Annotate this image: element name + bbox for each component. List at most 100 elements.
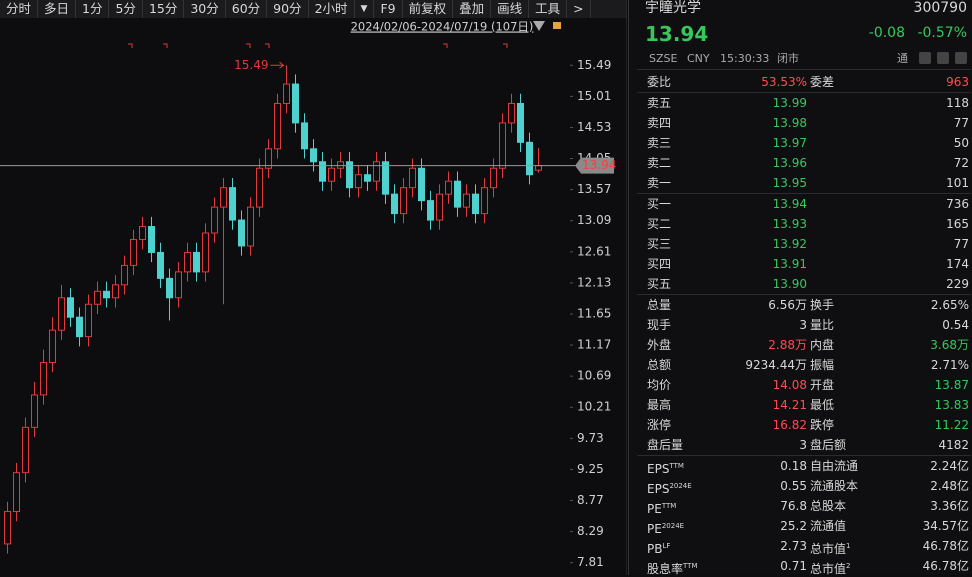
candle-body xyxy=(112,284,119,299)
candle-body xyxy=(427,200,434,221)
candle-body xyxy=(508,102,515,124)
fund-value: 0.18 xyxy=(780,459,807,473)
quote-currency: CNY xyxy=(687,52,710,65)
icon-button[interactable] xyxy=(955,52,967,64)
toolbar-button[interactable]: 工具 xyxy=(529,0,568,18)
candle-body xyxy=(346,161,353,189)
y-tick-label: 9.25 xyxy=(577,462,604,476)
stat-label: 换手 xyxy=(810,298,835,312)
toolbar-button[interactable]: 5分 xyxy=(109,0,143,18)
toolbar: 分时 多日 1分 5分 15分 30分 60分 90分 2小时 ▼ F9 前复权 叠加 画线 工具 > xyxy=(0,0,627,18)
y-tick-label: 14.53 xyxy=(577,120,611,134)
candle-body xyxy=(472,193,479,215)
toolbar-button[interactable]: 多日 xyxy=(38,0,77,18)
stat-value: 14.21 xyxy=(772,398,807,412)
candle-body xyxy=(265,148,272,169)
candle-body xyxy=(436,193,443,221)
date-range[interactable]: 2024/02/06-2024/07/19 (107日) xyxy=(351,20,534,34)
lock-icon[interactable] xyxy=(553,22,561,29)
stat-value: 16.82 xyxy=(772,418,807,432)
stat-value: 4182 xyxy=(938,438,969,452)
candle-body xyxy=(148,226,155,253)
fund-value: 25.2 xyxy=(780,519,807,533)
candle-body xyxy=(364,174,371,182)
price: 13.94 xyxy=(645,22,709,46)
fund-label: PE2024E xyxy=(647,522,685,536)
book-volume: 174 xyxy=(946,257,969,271)
candle-body xyxy=(499,122,506,169)
icon-button[interactable] xyxy=(919,52,931,64)
y-tick-label: 7.81 xyxy=(577,555,604,569)
quote-time: 15:30:33 xyxy=(720,52,770,65)
candle-body xyxy=(301,122,308,150)
toolbar-button[interactable]: F9 xyxy=(374,0,403,18)
stat-value: 11.22 xyxy=(934,418,969,432)
toolbar-button[interactable]: 2小时 xyxy=(309,0,355,18)
fund-label: 总市值1 xyxy=(810,542,851,556)
separator xyxy=(637,294,971,295)
stat-label: 量比 xyxy=(810,318,835,332)
toolbar-button[interactable]: 分时 xyxy=(0,0,39,18)
candle-body xyxy=(49,329,56,364)
superscript: 2 xyxy=(846,562,851,570)
fund-label: EPS2024E xyxy=(647,482,692,496)
book-price: 13.93 xyxy=(772,217,807,231)
superscript: 2024E xyxy=(661,522,685,530)
candle-body xyxy=(166,277,173,299)
stock-code: 300790 xyxy=(913,0,967,16)
stat-label: 总量 xyxy=(647,298,672,312)
toolbar-button[interactable]: 叠加 xyxy=(453,0,492,18)
candle-body xyxy=(481,187,488,215)
fund-value: 2.48亿 xyxy=(930,479,969,493)
toolbar-button[interactable]: > xyxy=(567,0,591,18)
book-label: 买三 xyxy=(647,237,672,251)
candle-body xyxy=(184,251,191,273)
candle-body xyxy=(463,193,470,208)
stat-value: 14.08 xyxy=(772,378,807,392)
candle-body xyxy=(517,102,524,143)
toolbar-button[interactable]: 60分 xyxy=(226,0,268,18)
toolbar-button[interactable]: 15分 xyxy=(143,0,185,18)
superscript: 2024E xyxy=(669,482,692,490)
book-price: 13.96 xyxy=(772,156,807,170)
dropdown-icon[interactable] xyxy=(533,21,545,31)
tag: 通 xyxy=(897,52,908,65)
candle-body xyxy=(22,426,29,474)
toolbar-button[interactable]: 90分 xyxy=(267,0,309,18)
toolbar-button[interactable]: 前复权 xyxy=(403,0,454,18)
book-price: 13.99 xyxy=(772,96,807,110)
label: 委比 xyxy=(647,75,672,89)
y-tick-label: 12.13 xyxy=(577,275,611,289)
stat-label: 均价 xyxy=(647,378,672,392)
separator xyxy=(637,92,971,93)
candle-body xyxy=(175,271,182,299)
y-tick-label: 9.73 xyxy=(577,431,604,445)
quote-panel: 宇瞳光学 300790 13.94 -0.08 -0.57% SZSE CNY 15:30:3… xyxy=(628,0,972,576)
book-price: 13.95 xyxy=(772,176,807,190)
fund-value: 76.8 xyxy=(780,499,807,513)
candle-body xyxy=(355,174,362,189)
toolbar-button[interactable]: 1分 xyxy=(76,0,110,18)
quote-exchange: SZSE xyxy=(649,52,678,65)
fund-label: EPSTTM xyxy=(647,462,684,476)
fund-label: 自由流通 xyxy=(810,459,859,473)
toolbar-button[interactable]: 30分 xyxy=(184,0,226,18)
icon-button[interactable] xyxy=(937,52,949,64)
candle-body xyxy=(103,290,110,299)
period-dropdown[interactable]: ▼ xyxy=(355,0,375,18)
stat-value: 6.56万 xyxy=(768,298,807,312)
fund-value: 46.78亿 xyxy=(922,539,969,553)
last-price-box xyxy=(575,157,614,174)
stat-label: 外盘 xyxy=(647,338,672,352)
last-price-label: 13.94 xyxy=(582,158,616,172)
candle-body xyxy=(535,165,542,171)
candle-body xyxy=(274,102,281,150)
superscript: TTM xyxy=(683,562,698,570)
superscript: LF xyxy=(662,542,671,550)
chart: 2024/02/06-2024/07/19 (107日) 15.49 15.01 1… xyxy=(0,0,627,575)
stat-value: 3 xyxy=(799,438,807,452)
book-price: 13.92 xyxy=(772,237,807,251)
book-price: 13.91 xyxy=(772,257,807,271)
toolbar-button[interactable]: 画线 xyxy=(491,0,530,18)
quote-status: 闭市 xyxy=(777,52,799,65)
